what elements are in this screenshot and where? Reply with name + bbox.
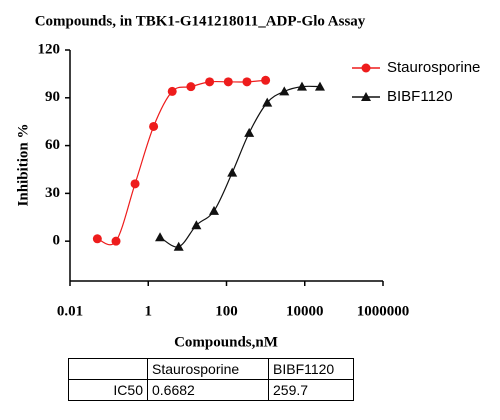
fit-curve (97, 79, 266, 246)
y-axis-label: Inhibition % (15, 124, 31, 207)
point (242, 77, 252, 87)
ic50-table: Staurosporine BIBF1120 IC50 0.6682 259.7 (68, 358, 354, 401)
table-cell: Staurosporine (147, 358, 269, 380)
point (296, 81, 307, 91)
x-tick-label: 0.01 (57, 303, 83, 319)
point (92, 234, 102, 244)
legend-label: BIBF1120 (387, 88, 453, 105)
point (314, 81, 325, 91)
point (209, 205, 220, 215)
point (167, 86, 177, 96)
y-tick-label: 0 (53, 233, 61, 249)
table-header: Staurosporine BIBF1120 (68, 358, 354, 380)
fit-curve (159, 85, 320, 248)
point (279, 86, 290, 96)
y-tick-label: 60 (45, 137, 60, 153)
point (244, 127, 255, 137)
table-cell: IC50 (68, 379, 148, 401)
x-tick-label: 10000 (286, 303, 324, 319)
point (261, 75, 271, 85)
legend-label: Staurosporine (387, 59, 480, 76)
x-tick-label: 100 (215, 303, 238, 319)
table-cell (68, 358, 148, 380)
point (223, 77, 233, 87)
point (155, 232, 166, 242)
point (173, 241, 184, 251)
point (262, 97, 273, 107)
point (130, 179, 140, 189)
point (186, 82, 196, 92)
table-cell: 259.7 (268, 379, 354, 401)
point (111, 236, 121, 246)
y-tick-label: 120 (38, 41, 61, 57)
legend-marker (361, 63, 371, 73)
x-tick-label: 1 (145, 303, 153, 319)
point (149, 121, 159, 131)
point (227, 167, 238, 177)
table-cell: 0.6682 (147, 379, 269, 401)
point (205, 77, 215, 87)
point (191, 220, 202, 230)
table-cell: BIBF1120 (268, 358, 354, 380)
table-row: IC50 0.6682 259.7 (68, 379, 354, 401)
y-tick-label: 30 (45, 185, 60, 201)
legend-marker (361, 92, 371, 101)
x-axis-label: Compounds,nM (174, 334, 278, 350)
chart-title: Compounds, in TBK1-G141218011_ADP-Glo As… (35, 13, 366, 29)
x-tick-label: 1000000 (357, 303, 410, 319)
y-tick-label: 90 (45, 89, 60, 105)
